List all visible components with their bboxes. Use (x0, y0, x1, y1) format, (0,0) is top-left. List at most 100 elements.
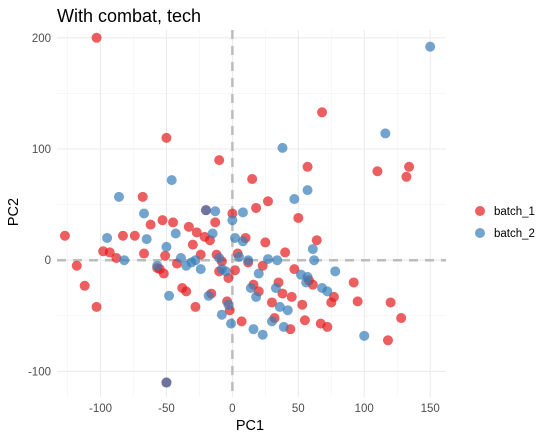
data-point-batch-2 (195, 264, 206, 275)
x-axis-tick-labels: -100 -50 0 50 100 150 (89, 403, 440, 415)
data-point-batch-1 (299, 315, 310, 326)
data-point-batch-2 (223, 299, 234, 310)
data-point-batch-2 (164, 290, 175, 301)
data-point-batch-1 (91, 32, 102, 43)
data-point-batch-2 (237, 207, 248, 218)
data-point-batch-2 (248, 324, 259, 335)
data-point-batch-2 (245, 283, 256, 294)
data-point-batch-1 (322, 321, 333, 332)
data-point-batch-2 (226, 318, 237, 329)
data-point-batch-1 (91, 301, 102, 312)
data-point-batch-2 (272, 255, 283, 266)
data-point-batch-1 (385, 297, 396, 308)
data-point-batch-1 (236, 316, 247, 327)
data-point-batch-1 (111, 252, 122, 263)
y-axis-tick-labels: -100 0 100 200 (28, 33, 51, 379)
data-point-batch-2 (282, 305, 293, 316)
data-point-batch-1 (168, 217, 179, 228)
y-axis-title: PC2 (6, 198, 22, 226)
data-point-batch-1 (187, 239, 198, 250)
x-tick-label: 50 (292, 403, 305, 415)
data-point-batch-1 (328, 291, 339, 302)
data-point-batch-2 (210, 206, 221, 217)
data-point-batch-1 (129, 230, 140, 241)
data-point-batch-1 (289, 264, 300, 275)
data-point-batch-2 (322, 286, 333, 297)
x-tick-label: -50 (158, 403, 175, 415)
data-point-batch-1 (181, 286, 192, 297)
data-point-batch-1 (280, 247, 291, 258)
data-point-batch-1 (352, 296, 363, 307)
data-point-batch-2 (119, 255, 130, 266)
data-point-batch-1 (104, 247, 115, 258)
data-point-batch-2 (166, 175, 177, 186)
data-point-batch-1 (302, 161, 313, 172)
data-point-batch-2 (278, 321, 289, 332)
data-point-batch-1 (137, 191, 148, 202)
data-point-batch-2 (113, 191, 124, 202)
x-tick-label: 100 (355, 403, 374, 415)
data-point-batch-1 (214, 155, 225, 166)
data-point-batch-2 (302, 271, 313, 282)
legend-label-batch-2: batch_2 (494, 228, 535, 240)
data-point-batch-1 (348, 277, 359, 288)
data-point-batch-2 (102, 232, 113, 243)
data-point-batch-2 (243, 255, 254, 266)
data-point-batch-2 (141, 234, 152, 245)
data-point-batch-2 (214, 252, 225, 263)
data-point-batch-2 (266, 316, 277, 327)
data-point-batch-2 (233, 251, 244, 262)
data-point-batch-1 (183, 221, 194, 232)
y-tick-label: 200 (32, 33, 51, 45)
data-point-batch-1 (59, 230, 70, 241)
x-axis-title: PC1 (236, 418, 264, 434)
data-point-batch-2 (190, 255, 201, 266)
y-tick-label: -100 (28, 366, 51, 378)
data-point-batch-2 (161, 241, 172, 252)
data-point-batch-2 (216, 309, 227, 320)
data-point-batch-2 (289, 194, 300, 205)
data-point-batch-2 (359, 330, 370, 341)
data-point-batch-2 (253, 268, 264, 279)
data-point-batch-2 (380, 128, 391, 139)
data-point-batch-1 (404, 161, 415, 172)
data-point-batch-2 (302, 185, 313, 196)
data-point-batch-1 (297, 299, 308, 310)
x-tick-label: -100 (89, 403, 112, 415)
data-point-batch-2 (175, 252, 186, 263)
data-point-batch-1 (251, 202, 262, 213)
data-point-batch-1 (311, 235, 322, 246)
data-point-batch-1 (257, 260, 268, 271)
data-point-batch-2 (257, 329, 268, 340)
data-point-batch-1 (160, 250, 171, 261)
data-point-batch-1 (161, 132, 172, 143)
chart-title: With combat, tech (57, 6, 201, 26)
x-tick-label: 0 (229, 403, 235, 415)
data-point-batch-1 (266, 297, 277, 308)
legend: batch_1 batch_2 (475, 206, 535, 240)
data-point-batch-1 (190, 301, 201, 312)
data-point-batch-2 (139, 208, 150, 219)
data-point-batch-1 (158, 268, 169, 279)
data-point-batch-1 (293, 212, 304, 223)
data-point-batch-2 (201, 205, 212, 216)
y-tick-label: 100 (32, 144, 51, 156)
data-point-batch-2 (277, 142, 288, 153)
data-point-batch-1 (191, 227, 202, 238)
data-point-batch-2 (230, 232, 241, 243)
data-point-batch-2 (207, 228, 218, 239)
x-tick-label: 150 (421, 403, 440, 415)
data-point-batch-2 (307, 244, 318, 255)
data-point-batch-1 (401, 171, 412, 182)
data-point-batch-1 (139, 248, 150, 259)
data-point-batch-2 (270, 283, 281, 294)
data-points (59, 32, 436, 388)
data-point-batch-2 (152, 260, 163, 271)
data-point-batch-2 (227, 215, 238, 226)
data-point-batch-1 (372, 166, 383, 177)
legend-key-batch-1 (475, 206, 485, 216)
data-point-batch-2 (251, 291, 262, 302)
data-point-batch-2 (203, 290, 214, 301)
data-point-batch-2 (220, 266, 231, 277)
data-point-batch-2 (274, 301, 285, 312)
